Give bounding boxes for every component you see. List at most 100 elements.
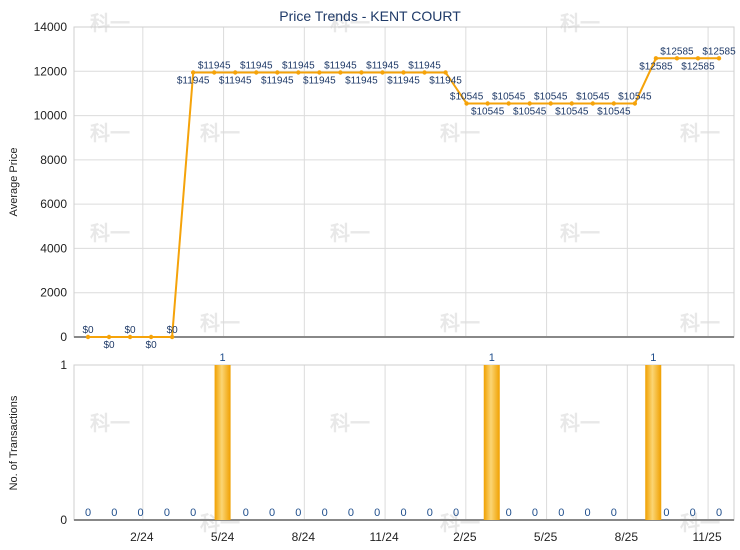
y-tick-label: 8000	[40, 153, 67, 167]
watermark: 科一	[330, 411, 370, 435]
watermark: 科一	[560, 11, 600, 35]
x-tick-label: 5/25	[534, 530, 558, 544]
price-point	[296, 70, 301, 75]
transaction-zero-label: 0	[584, 507, 590, 519]
price-data-label: $10545	[576, 92, 610, 103]
watermark: 科一	[200, 311, 240, 335]
watermark: 科一	[200, 121, 240, 145]
x-tick-labels: 2/24 5/24 8/24 11/24 2/25 5/25 8/25 11/25	[130, 530, 722, 544]
price-point	[106, 334, 112, 340]
price-point	[317, 70, 322, 75]
price-grid	[73, 26, 735, 338]
watermark: 科一	[330, 11, 370, 35]
price-point	[527, 101, 532, 106]
transaction-zero-label: 0	[348, 507, 354, 519]
price-data-label: $11945	[240, 61, 273, 72]
y-tick-label: 0	[60, 513, 67, 527]
price-point	[190, 70, 196, 75]
transactions-grid	[73, 364, 735, 521]
price-data-label: $11945	[387, 76, 420, 87]
x-tick-label: 8/24	[292, 530, 316, 544]
transaction-zero-label: 0	[506, 507, 512, 519]
price-point	[569, 101, 574, 106]
price-data-label: $11945	[366, 61, 399, 72]
transaction-zero-label: 0	[558, 507, 564, 519]
x-tick-label: 2/24	[130, 530, 154, 544]
y-axis-title-price: Average Price	[8, 148, 20, 217]
transaction-zero-label: 0	[243, 507, 249, 519]
y-tick-label: 2000	[40, 286, 67, 300]
price-point	[85, 334, 91, 340]
price-point	[632, 101, 638, 106]
y-axis-title-transactions: No. of Transactions	[8, 395, 20, 490]
x-tick-label: 2/25	[453, 530, 477, 544]
price-point	[148, 334, 154, 340]
transaction-bar	[483, 365, 500, 520]
price-data-label: $10545	[450, 92, 484, 103]
watermark: 科一	[90, 221, 130, 245]
price-point	[590, 101, 595, 106]
price-point	[548, 101, 553, 106]
y-tick-label: 6000	[40, 197, 67, 211]
price-point	[611, 101, 617, 106]
transaction-zero-label: 0	[663, 507, 669, 519]
watermark: 科一	[90, 411, 130, 435]
price-y-ticks: 0 2000 4000 6000 8000 10000 12000 14000	[34, 20, 68, 344]
y-tick-label: 4000	[40, 241, 67, 255]
y-tick-label: 14000	[34, 20, 68, 34]
transaction-zero-label: 0	[269, 507, 275, 519]
price-point	[127, 334, 133, 340]
price-data-label: $11945	[408, 61, 441, 72]
price-point	[506, 101, 511, 106]
price-data-label: $10545	[471, 107, 505, 118]
price-data-label: $11945	[198, 61, 231, 72]
transaction-bar-label: 1	[220, 352, 226, 364]
price-data-label: $10545	[513, 107, 547, 118]
watermark: 科一	[680, 311, 720, 335]
price-data-label: $0	[82, 325, 94, 336]
price-data-label: $0	[146, 340, 158, 351]
x-tick-label: 11/25	[693, 530, 722, 544]
price-point	[653, 56, 659, 61]
transaction-zero-label: 0	[85, 507, 91, 519]
transaction-zero-label: 0	[690, 507, 696, 519]
price-point	[485, 101, 490, 106]
x-tick-label: 8/25	[615, 530, 639, 544]
transaction-zero-label: 0	[611, 507, 617, 519]
transaction-zero-label: 0	[138, 507, 144, 519]
price-points	[85, 56, 722, 340]
price-data-label: $12585	[681, 61, 715, 72]
watermark: 科一	[440, 511, 480, 535]
transaction-zero-label: 0	[190, 507, 196, 519]
transaction-zero-label: 0	[716, 507, 722, 519]
watermark: 科一	[560, 411, 600, 435]
transaction-zero-label: 0	[453, 507, 459, 519]
transaction-bar-label: 1	[489, 352, 495, 364]
price-point	[674, 56, 680, 61]
price-point	[275, 70, 280, 75]
y-tick-label: 0	[60, 330, 67, 344]
price-point	[254, 70, 259, 75]
price-point	[359, 70, 364, 75]
price-point	[422, 70, 427, 75]
transaction-zero-label: 0	[111, 507, 117, 519]
y-tick-label: 1	[60, 358, 67, 372]
price-data-label: $11945	[303, 76, 336, 87]
price-point	[716, 56, 722, 61]
price-data-label: $12585	[702, 46, 736, 57]
price-data-label: $12585	[639, 61, 673, 72]
price-data-label: $10545	[555, 107, 589, 118]
transaction-data-labels: 1 1 1 0 0 0 0 0 0 0 0 0 0 0 0 0 0 0 0 0 0 0 0 0 0	[85, 352, 722, 519]
transaction-zero-label: 0	[295, 507, 301, 519]
x-tick-label: 11/24	[370, 530, 399, 544]
price-data-label: $11945	[282, 61, 315, 72]
price-point	[338, 70, 343, 75]
price-data-label: $0	[125, 325, 137, 336]
price-data-label: $10545	[597, 107, 631, 118]
transactions-y-ticks: 01	[60, 358, 67, 527]
transaction-bar	[645, 365, 662, 520]
transaction-zero-label: 0	[374, 507, 380, 519]
transaction-zero-label: 0	[427, 507, 433, 519]
